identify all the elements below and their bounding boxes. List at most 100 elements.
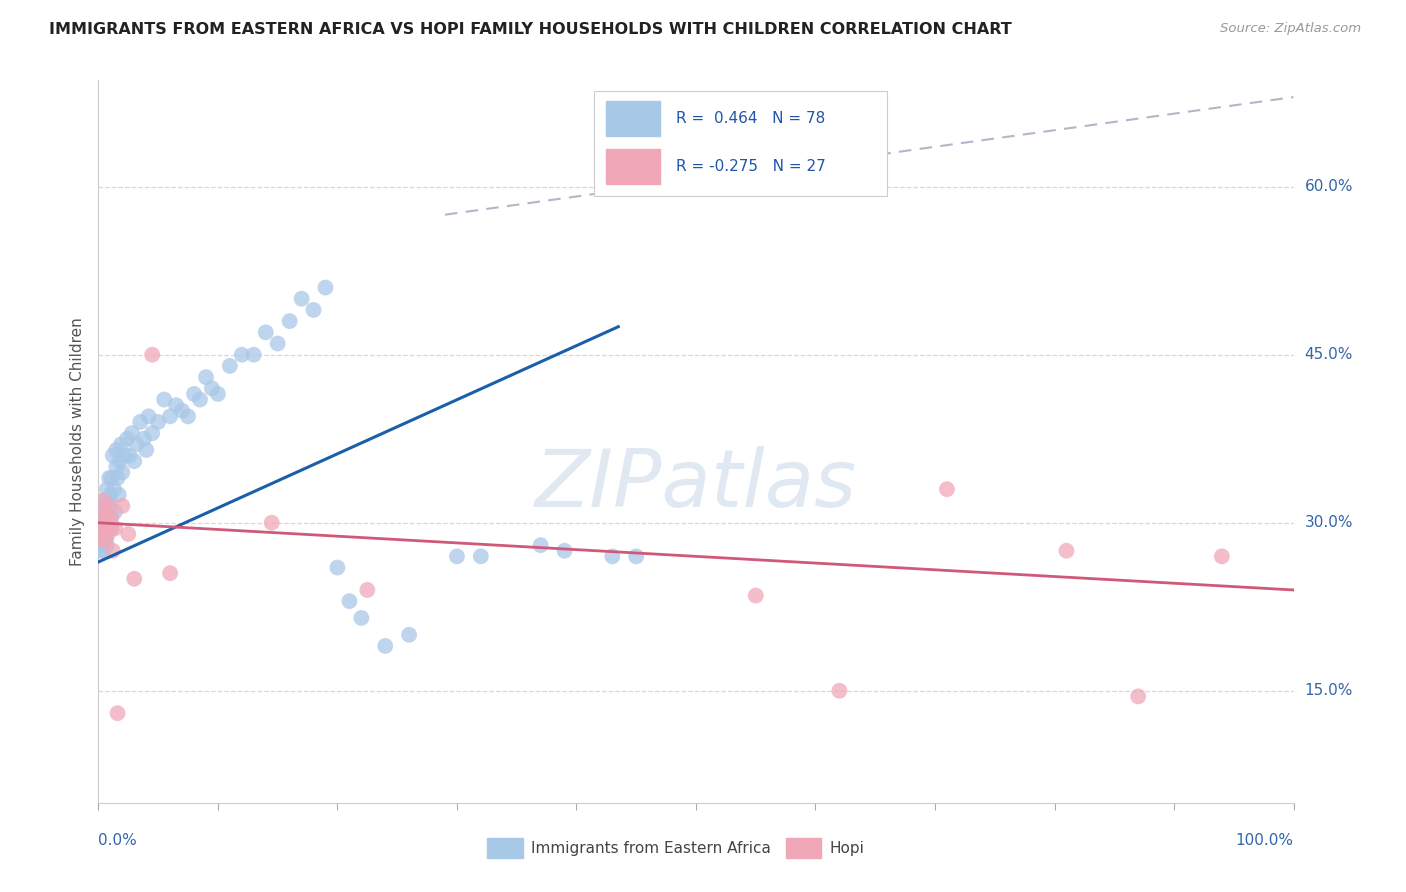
- Point: [94, 533, 117, 547]
- Point: [446, 549, 468, 564]
- Point: [96, 510, 118, 524]
- Text: 45.0%: 45.0%: [1305, 347, 1353, 362]
- Point: [118, 449, 141, 463]
- Point: [398, 628, 420, 642]
- Text: 60.0%: 60.0%: [1305, 179, 1353, 194]
- FancyBboxPatch shape: [786, 838, 821, 858]
- Point: [188, 392, 211, 407]
- Text: 15.0%: 15.0%: [1305, 683, 1353, 698]
- Point: [107, 706, 129, 721]
- Point: [141, 426, 163, 441]
- Point: [201, 381, 224, 395]
- Point: [90, 538, 112, 552]
- Point: [254, 326, 277, 340]
- Point: [91, 543, 114, 558]
- Point: [111, 466, 134, 480]
- Point: [260, 516, 283, 530]
- Point: [124, 572, 146, 586]
- FancyBboxPatch shape: [595, 91, 887, 196]
- Point: [100, 510, 122, 524]
- Point: [231, 348, 253, 362]
- Point: [97, 527, 120, 541]
- Point: [91, 521, 114, 535]
- Text: 100.0%: 100.0%: [1236, 833, 1294, 848]
- Point: [117, 527, 139, 541]
- Point: [165, 398, 187, 412]
- Point: [89, 543, 111, 558]
- Text: R = -0.275   N = 27: R = -0.275 N = 27: [676, 160, 825, 175]
- Point: [1056, 543, 1078, 558]
- Point: [267, 336, 290, 351]
- Point: [183, 387, 205, 401]
- Point: [278, 314, 301, 328]
- Point: [98, 510, 122, 524]
- Point: [91, 516, 114, 530]
- Point: [100, 471, 122, 485]
- Point: [159, 566, 181, 581]
- FancyBboxPatch shape: [606, 101, 661, 136]
- Point: [159, 409, 181, 424]
- Point: [96, 521, 118, 535]
- Text: Hopi: Hopi: [830, 841, 865, 855]
- Point: [177, 409, 200, 424]
- Point: [104, 504, 127, 518]
- Point: [114, 449, 136, 463]
- Point: [350, 611, 373, 625]
- Text: R =  0.464   N = 78: R = 0.464 N = 78: [676, 112, 825, 126]
- Point: [111, 499, 134, 513]
- Point: [291, 292, 314, 306]
- Point: [745, 589, 768, 603]
- Point: [91, 533, 114, 547]
- Point: [93, 493, 115, 508]
- Text: 0.0%: 0.0%: [98, 833, 138, 848]
- Point: [97, 504, 120, 518]
- Point: [129, 415, 152, 429]
- Point: [94, 499, 117, 513]
- Point: [101, 543, 124, 558]
- Point: [153, 392, 176, 407]
- Point: [530, 538, 553, 552]
- Y-axis label: Family Households with Children: Family Households with Children: [70, 318, 86, 566]
- Point: [110, 437, 132, 451]
- Point: [302, 302, 325, 317]
- Point: [315, 280, 337, 294]
- Point: [108, 454, 131, 468]
- Point: [602, 549, 624, 564]
- Point: [115, 432, 138, 446]
- Text: Immigrants from Eastern Africa: Immigrants from Eastern Africa: [531, 841, 770, 855]
- Point: [94, 516, 117, 530]
- Point: [936, 482, 959, 496]
- Point: [105, 459, 128, 474]
- Point: [356, 582, 378, 597]
- Point: [138, 409, 160, 424]
- Point: [91, 493, 114, 508]
- Point: [96, 538, 118, 552]
- Point: [100, 521, 122, 535]
- Point: [132, 432, 155, 446]
- Point: [91, 504, 114, 518]
- Point: [107, 471, 129, 485]
- Point: [374, 639, 396, 653]
- Point: [104, 521, 127, 535]
- Point: [1128, 690, 1150, 704]
- Point: [626, 549, 648, 564]
- Point: [470, 549, 492, 564]
- Point: [125, 437, 148, 451]
- Point: [94, 533, 117, 547]
- Point: [243, 348, 266, 362]
- Point: [98, 488, 122, 502]
- Point: [141, 348, 163, 362]
- Point: [93, 510, 115, 524]
- Point: [219, 359, 242, 373]
- Point: [1211, 549, 1233, 564]
- Point: [101, 449, 124, 463]
- Point: [89, 533, 111, 547]
- Point: [96, 482, 118, 496]
- Text: IMMIGRANTS FROM EASTERN AFRICA VS HOPI FAMILY HOUSEHOLDS WITH CHILDREN CORRELATI: IMMIGRANTS FROM EASTERN AFRICA VS HOPI F…: [49, 22, 1012, 37]
- Point: [98, 493, 121, 508]
- Point: [90, 521, 112, 535]
- Point: [93, 527, 115, 541]
- Point: [107, 488, 129, 502]
- Point: [135, 442, 157, 457]
- Point: [97, 521, 120, 535]
